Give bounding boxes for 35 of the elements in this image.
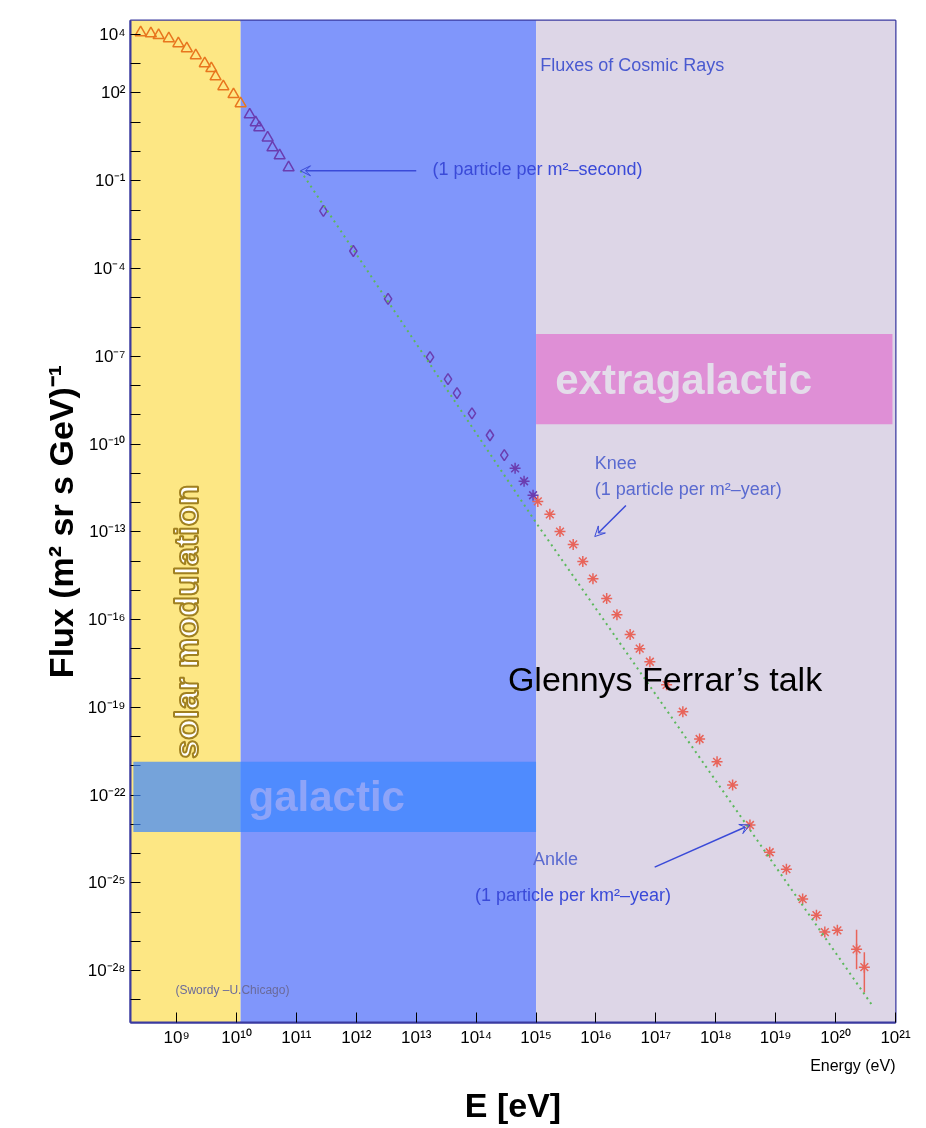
x-tick-label: 10¹⁷: [640, 1027, 672, 1047]
band-label: solar modulation: [166, 484, 205, 759]
y-tick-label: 10⁻⁷: [94, 346, 126, 366]
y-tick-label: 10⁻²⁸: [87, 961, 126, 981]
y-tick-label: 10⁻¹: [94, 171, 126, 191]
y-tick-label: 10⁴: [99, 24, 126, 44]
x-tick-label: 10¹⁶: [580, 1027, 612, 1047]
annotation: Knee: [594, 453, 637, 474]
x-tick-label: 10²⁰: [820, 1027, 851, 1047]
annotation: Glennys Ferrar’s talk: [507, 659, 824, 698]
y-tick-label: 10⁻⁴: [93, 259, 126, 279]
y-tick-label: 10²: [100, 83, 126, 103]
x-tick-label: 10¹²: [341, 1027, 372, 1047]
band-label: galactic: [248, 773, 405, 821]
annotation: (1 particle per m²–year): [594, 479, 782, 500]
x-tick-label: 10¹⁸: [699, 1027, 732, 1047]
y-tick-label: 10⁻¹⁰: [88, 434, 126, 454]
x-tick-label: 10¹⁵: [520, 1027, 552, 1047]
y-tick-label: 10⁻¹³: [89, 522, 126, 542]
x-tick-label: 10¹⁰: [221, 1027, 252, 1047]
y-tick-label: 10⁻¹⁶: [87, 610, 126, 630]
y-axis-title: Flux (m² sr s GeV)⁻¹: [41, 364, 80, 679]
band-label: extragalactic: [555, 355, 813, 403]
y-tick-label: 10⁻²⁵: [87, 873, 126, 893]
y-tick-label: 10⁻²²: [89, 785, 126, 805]
x-tick-label: 10¹⁹: [759, 1027, 792, 1047]
x-axis-title: E [eV]: [464, 1085, 562, 1124]
y-tick-label: 10⁻¹⁹: [87, 697, 126, 717]
text: Fluxes of Cosmic Rays: [540, 55, 725, 76]
x-tick-label: 10²¹: [880, 1027, 911, 1047]
x-tick-label: 10¹⁴: [460, 1027, 493, 1047]
x-tick-label: 10⁹: [163, 1027, 190, 1047]
x-tick-label: 10¹¹: [281, 1027, 312, 1047]
x-tick-label: 10¹³: [401, 1027, 432, 1047]
text: Energy (eV): [810, 1056, 896, 1074]
